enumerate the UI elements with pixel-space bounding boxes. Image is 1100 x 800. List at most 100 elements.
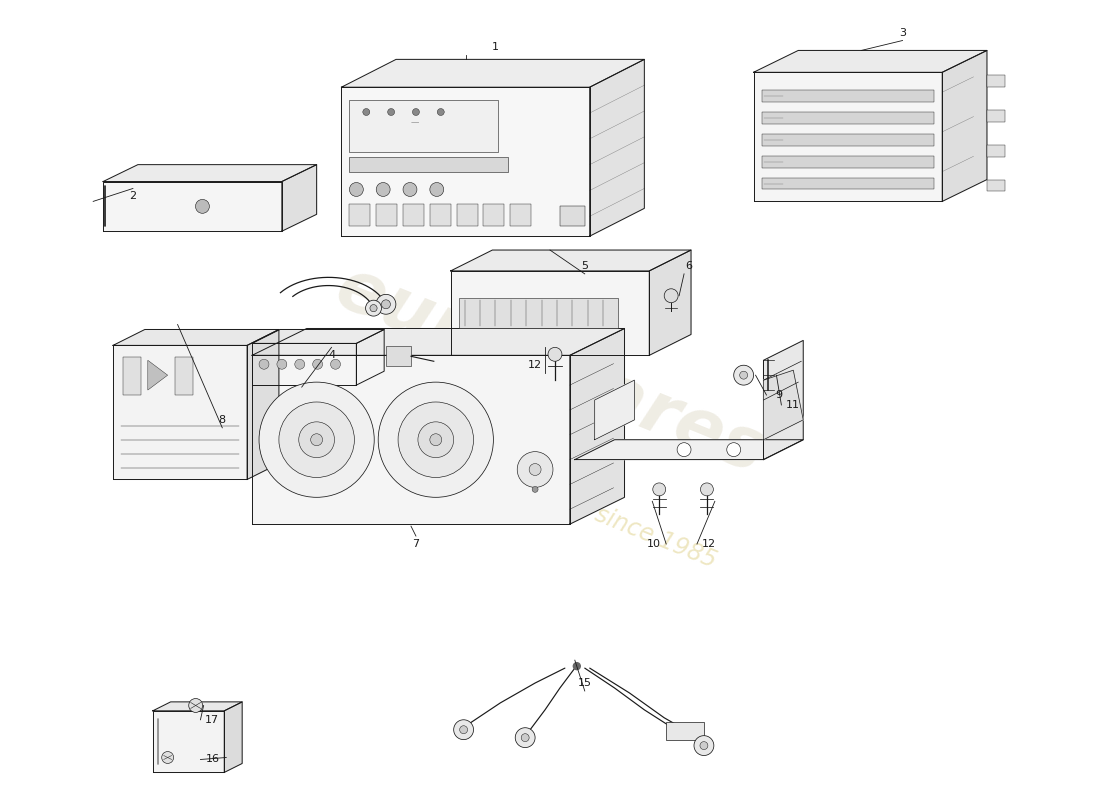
Polygon shape [575,440,803,459]
Text: 2: 2 [130,191,136,202]
Circle shape [330,359,341,370]
Polygon shape [763,370,803,440]
Polygon shape [341,87,590,236]
Circle shape [532,486,538,492]
Polygon shape [252,329,625,355]
Bar [761,90,934,102]
Circle shape [734,366,754,385]
Bar [987,75,1004,87]
Circle shape [376,294,396,314]
Bar [175,358,192,395]
Bar [987,179,1004,191]
Polygon shape [451,250,691,271]
Circle shape [350,182,363,197]
Polygon shape [224,702,242,772]
Polygon shape [590,59,645,236]
Bar [350,204,371,226]
Bar [376,204,397,226]
Bar [430,204,451,226]
Bar [761,178,934,190]
Polygon shape [451,271,649,355]
Polygon shape [595,380,635,440]
Circle shape [258,359,270,370]
Circle shape [279,402,354,478]
Circle shape [418,422,453,458]
Polygon shape [103,165,317,182]
Circle shape [430,434,442,446]
Circle shape [378,382,494,498]
Circle shape [387,109,395,115]
Polygon shape [248,330,279,479]
Circle shape [363,109,370,115]
Circle shape [701,483,714,496]
Bar [350,157,508,171]
Text: 5: 5 [581,261,589,271]
Text: 12: 12 [528,360,542,370]
Polygon shape [943,50,987,202]
Circle shape [196,199,209,214]
Bar [761,112,934,124]
Circle shape [299,422,334,458]
Circle shape [517,452,553,487]
Polygon shape [282,165,317,231]
Circle shape [277,359,287,370]
Polygon shape [570,329,625,524]
Polygon shape [649,250,691,355]
Text: 17: 17 [206,714,219,725]
Polygon shape [103,182,282,231]
Polygon shape [252,343,356,385]
Bar [456,204,477,226]
Polygon shape [356,330,384,385]
Bar [403,204,424,226]
Text: 9: 9 [774,390,782,400]
Text: 15: 15 [578,678,592,688]
Bar [459,298,617,327]
Circle shape [312,359,322,370]
Bar [667,722,704,740]
Polygon shape [113,330,279,346]
Text: 3: 3 [899,27,906,38]
Circle shape [365,300,382,316]
Circle shape [664,289,678,302]
Polygon shape [252,330,384,343]
Polygon shape [754,50,987,72]
Circle shape [295,359,305,370]
Text: eurospares: eurospares [326,253,774,488]
Text: 7: 7 [412,539,419,549]
Polygon shape [763,341,803,459]
Circle shape [438,109,444,115]
Circle shape [700,742,708,750]
Bar [350,100,498,152]
Circle shape [382,300,390,309]
Polygon shape [252,355,570,524]
Text: 16: 16 [206,754,219,765]
Circle shape [430,182,443,197]
Circle shape [189,698,202,713]
Bar [484,204,504,226]
Bar [123,358,141,395]
Text: 10: 10 [647,539,661,549]
Circle shape [453,720,473,740]
Polygon shape [341,59,645,87]
Polygon shape [153,711,224,772]
Circle shape [398,402,473,478]
Text: 11: 11 [786,400,801,410]
Bar [560,206,585,226]
Text: 1: 1 [492,42,499,53]
Text: 8: 8 [219,415,225,425]
Circle shape [515,728,535,747]
Bar [761,134,934,146]
Circle shape [412,109,419,115]
Bar [386,346,411,366]
Bar [987,110,1004,122]
Text: a passion for parts since 1985: a passion for parts since 1985 [381,416,719,572]
Circle shape [573,662,581,670]
Circle shape [521,734,529,742]
Bar [761,156,934,168]
Circle shape [162,751,174,763]
Polygon shape [147,360,167,390]
Circle shape [739,371,748,379]
Circle shape [403,182,417,197]
Polygon shape [113,346,248,479]
Circle shape [529,463,541,475]
